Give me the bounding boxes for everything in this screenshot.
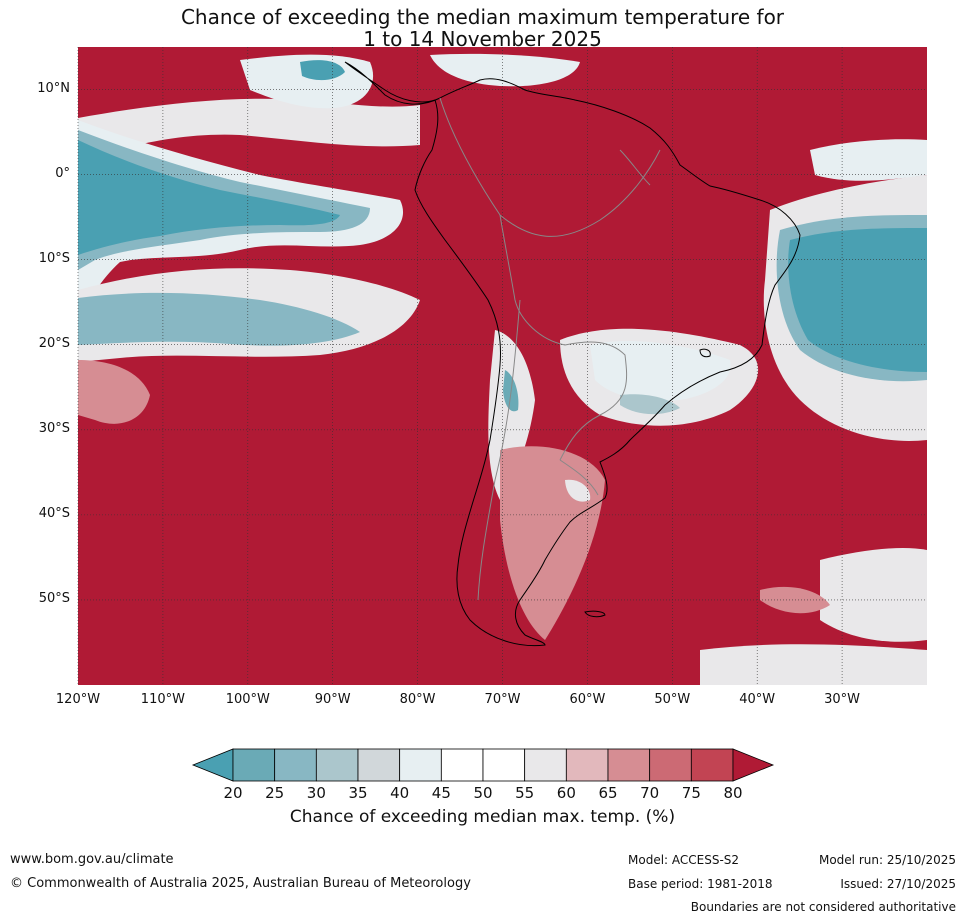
base-period: Base period: 1981-2018 [628,877,773,891]
colorbar-swatch [690,748,734,782]
longitude-label: 90°W [314,692,351,707]
colorbar-swatch [565,748,609,782]
colorbar-swatch [232,748,276,782]
model-run-date: Model run: 25/10/2025 [818,853,956,867]
colorbar-tick-label: 45 [432,784,451,802]
colorbar-label: Chance of exceeding median max. temp. (%… [289,807,676,827]
country-borders [439,97,661,601]
colorbar-swatch [315,748,359,782]
colorbar-swatch [440,748,484,782]
colorbar-tick-label: 65 [598,784,617,802]
boundary-disclaimer: Boundaries are not considered authoritat… [690,900,956,914]
latitude-label: 50°S [38,590,70,606]
longitude-label: 100°W [225,692,270,707]
coastlines [344,61,801,647]
colorbar-tick-label: 55 [515,784,534,802]
colorbar-swatch [649,748,692,782]
copyright-notice: © Commonwealth of Australia 2025, Austra… [10,876,471,891]
colorbar-low-extension [191,748,234,782]
contour-region [78,98,420,160]
latitude-label: 20°S [38,335,70,351]
latitude-label: 10°S [38,250,70,266]
contour-region [565,479,591,502]
chart-title-line1: Chance of exceeding the median maximum t… [180,5,785,29]
graticule [77,47,927,685]
model-name: Model: ACCESS-S2 [628,853,740,867]
contour-region [78,140,340,255]
colorbar-tick-label: 60 [557,784,576,802]
longitude-label: 40°W [739,692,776,707]
colorbar-tick-label: 50 [473,784,492,802]
contour-region [820,548,927,642]
contour-region [700,644,927,685]
colorbar-high-extension [732,748,775,782]
colorbar-swatch [399,748,442,782]
longitude-label: 50°W [654,692,691,707]
colorbar-tick-label: 20 [223,784,242,802]
contour-region [788,228,927,372]
colorbar-swatch [524,748,567,782]
colorbar-swatch [482,748,526,782]
chart-title-line2: 1 to 14 November 2025 [363,27,602,51]
colorbar-tick-label: 35 [348,784,367,802]
colorbar-swatch [274,748,317,782]
contour-region [300,60,345,81]
latitude-label: 10°N [37,80,70,96]
colorbar: 20 25 30 35 40 45 50 55 60 65 70 75 80 [191,748,775,802]
colorbar-tick-label: 25 [265,784,284,802]
longitude-label: 120°W [55,692,101,707]
contour-region [78,360,150,424]
latitude-label: 40°S [38,505,70,521]
longitude-label: 60°W [569,692,606,707]
longitude-label: 70°W [484,692,521,707]
contour-region [620,394,680,415]
longitude-label: 80°W [399,692,436,707]
issued-date: Issued: 27/10/2025 [840,877,956,891]
colorbar-tick-label: 80 [723,784,742,802]
latitude-label: 0° [55,165,70,181]
contour-region [78,292,360,346]
longitude-label: 110°W [140,692,185,707]
colorbar-swatch [607,748,651,782]
contour-region [430,53,580,87]
longitude-label: 30°W [824,692,861,707]
colorbar-swatch [357,748,401,782]
contour-region [810,139,927,181]
colorbar-tick-label: 75 [682,784,701,802]
colorbar-tick-label: 30 [307,784,326,802]
latitude-label: 30°S [38,420,70,436]
colorbar-tick-label: 70 [640,784,659,802]
website-link[interactable]: www.bom.gov.au/climate [10,852,174,867]
colorbar-tick-label: 40 [390,784,409,802]
